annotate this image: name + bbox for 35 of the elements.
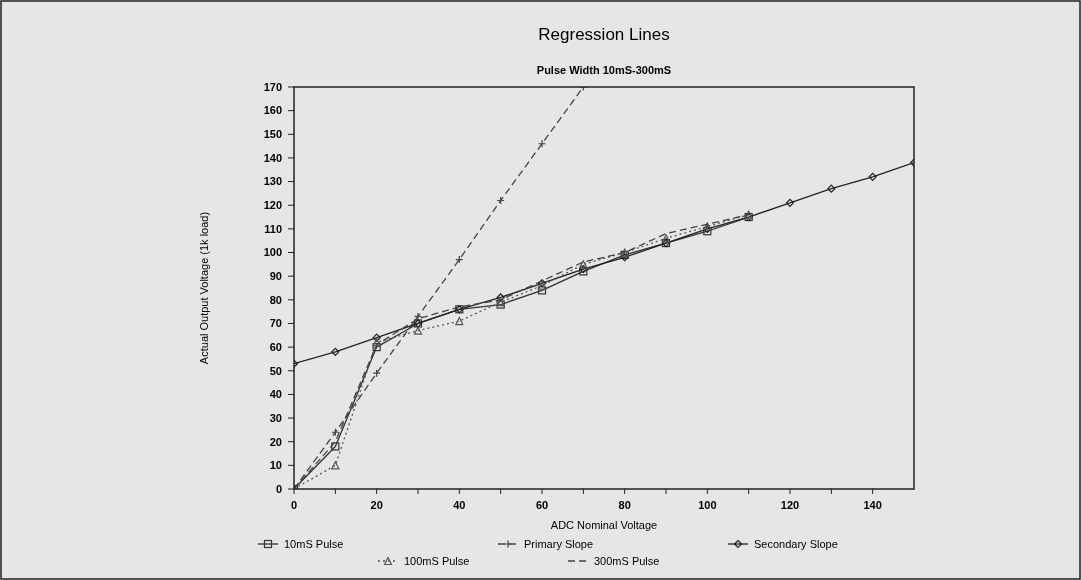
x-tick-label: 0 xyxy=(290,499,298,511)
x-tick-label: 100 xyxy=(698,499,717,511)
y-tick-label: 30 xyxy=(269,411,282,424)
y-tick-label: 0 xyxy=(275,482,282,495)
x-tick-label: 20 xyxy=(370,499,383,511)
y-tick-label: 170 xyxy=(263,80,282,93)
x-tick-label: 140 xyxy=(863,499,882,511)
x-tick-label: 40 xyxy=(453,499,466,511)
legend-label: Secondary Slope xyxy=(754,538,838,550)
y-tick-label: 100 xyxy=(263,246,282,259)
y-tick-label: 140 xyxy=(263,151,282,164)
y-tick-label: 120 xyxy=(263,199,282,212)
y-tick-label: 70 xyxy=(269,317,282,330)
y-tick-label: 50 xyxy=(269,364,282,377)
y-tick-label: 20 xyxy=(269,435,282,448)
chart-title: Regression Lines xyxy=(538,25,670,44)
y-tick-label: 160 xyxy=(263,104,282,117)
y-tick-label: 10 xyxy=(269,459,282,472)
chart-subtitle: Pulse Width 10mS-300mS xyxy=(536,64,672,76)
x-axis-title: ADC Nominal Voltage xyxy=(550,519,658,531)
legend-label: 100mS Pulse xyxy=(404,555,470,567)
y-tick-label: 150 xyxy=(263,128,282,141)
y-axis-title: Actual Output Voltage (1k load) xyxy=(198,211,210,365)
y-tick-label: 110 xyxy=(264,222,282,235)
y-tick-label: 40 xyxy=(269,388,282,401)
x-tick-label: 60 xyxy=(535,499,549,511)
y-tick-label: 60 xyxy=(269,340,282,353)
y-tick-label: 130 xyxy=(263,175,282,188)
x-tick-label: 120 xyxy=(780,499,800,511)
x-tick-label: 80 xyxy=(618,499,631,511)
legend-label: Primary Slope xyxy=(524,538,594,550)
legend-label: 10mS Pulse xyxy=(284,538,344,550)
legend-label: 300mS Pulse xyxy=(594,555,660,567)
y-tick-label: 80 xyxy=(269,293,282,306)
y-tick-label: 90 xyxy=(269,270,282,283)
